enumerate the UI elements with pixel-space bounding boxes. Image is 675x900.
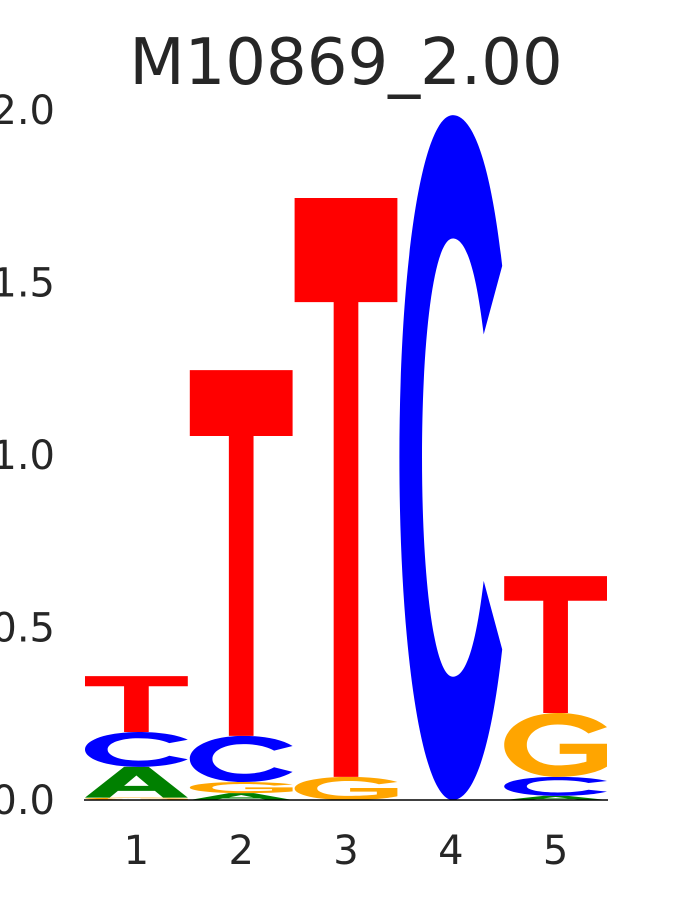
y-tick-label: 2.0 — [0, 88, 55, 134]
y-tick-label: 1.0 — [0, 433, 55, 479]
letter-T — [85, 676, 188, 733]
x-tick-label: 3 — [333, 828, 358, 874]
letter-C — [399, 115, 503, 801]
letter-C — [504, 776, 607, 796]
y-tick-label: 1.5 — [0, 261, 55, 307]
logo-stack-1 — [85, 676, 188, 800]
y-tick-label: 0.5 — [0, 606, 55, 652]
x-tick-label: 4 — [438, 828, 463, 874]
logo-stack-5 — [504, 576, 607, 800]
letter-T — [294, 197, 398, 777]
x-tick-label: 5 — [543, 828, 568, 874]
logo-stack-2 — [189, 370, 293, 800]
y-axis: 0.0 0.5 1.0 1.5 2.0 — [0, 88, 55, 824]
x-tick-label: 1 — [124, 828, 149, 874]
letter-A — [189, 793, 293, 800]
letter-C — [85, 732, 188, 767]
logo-stacks — [85, 115, 607, 801]
letter-T — [504, 576, 607, 714]
letter-A — [504, 795, 607, 800]
letter-G — [504, 713, 607, 777]
letter-G — [294, 776, 398, 800]
letter-T — [189, 370, 293, 736]
letter-G — [189, 782, 293, 794]
letter-C — [189, 735, 293, 783]
logo-stack-3 — [294, 197, 398, 800]
chart-title: M10869_2.00 — [129, 26, 562, 100]
letter-A — [85, 766, 188, 798]
x-tick-label: 2 — [228, 828, 253, 874]
y-tick-label: 0.0 — [0, 778, 55, 824]
logo-stack-4 — [399, 115, 503, 801]
x-axis: 1 2 3 4 5 — [124, 828, 569, 874]
